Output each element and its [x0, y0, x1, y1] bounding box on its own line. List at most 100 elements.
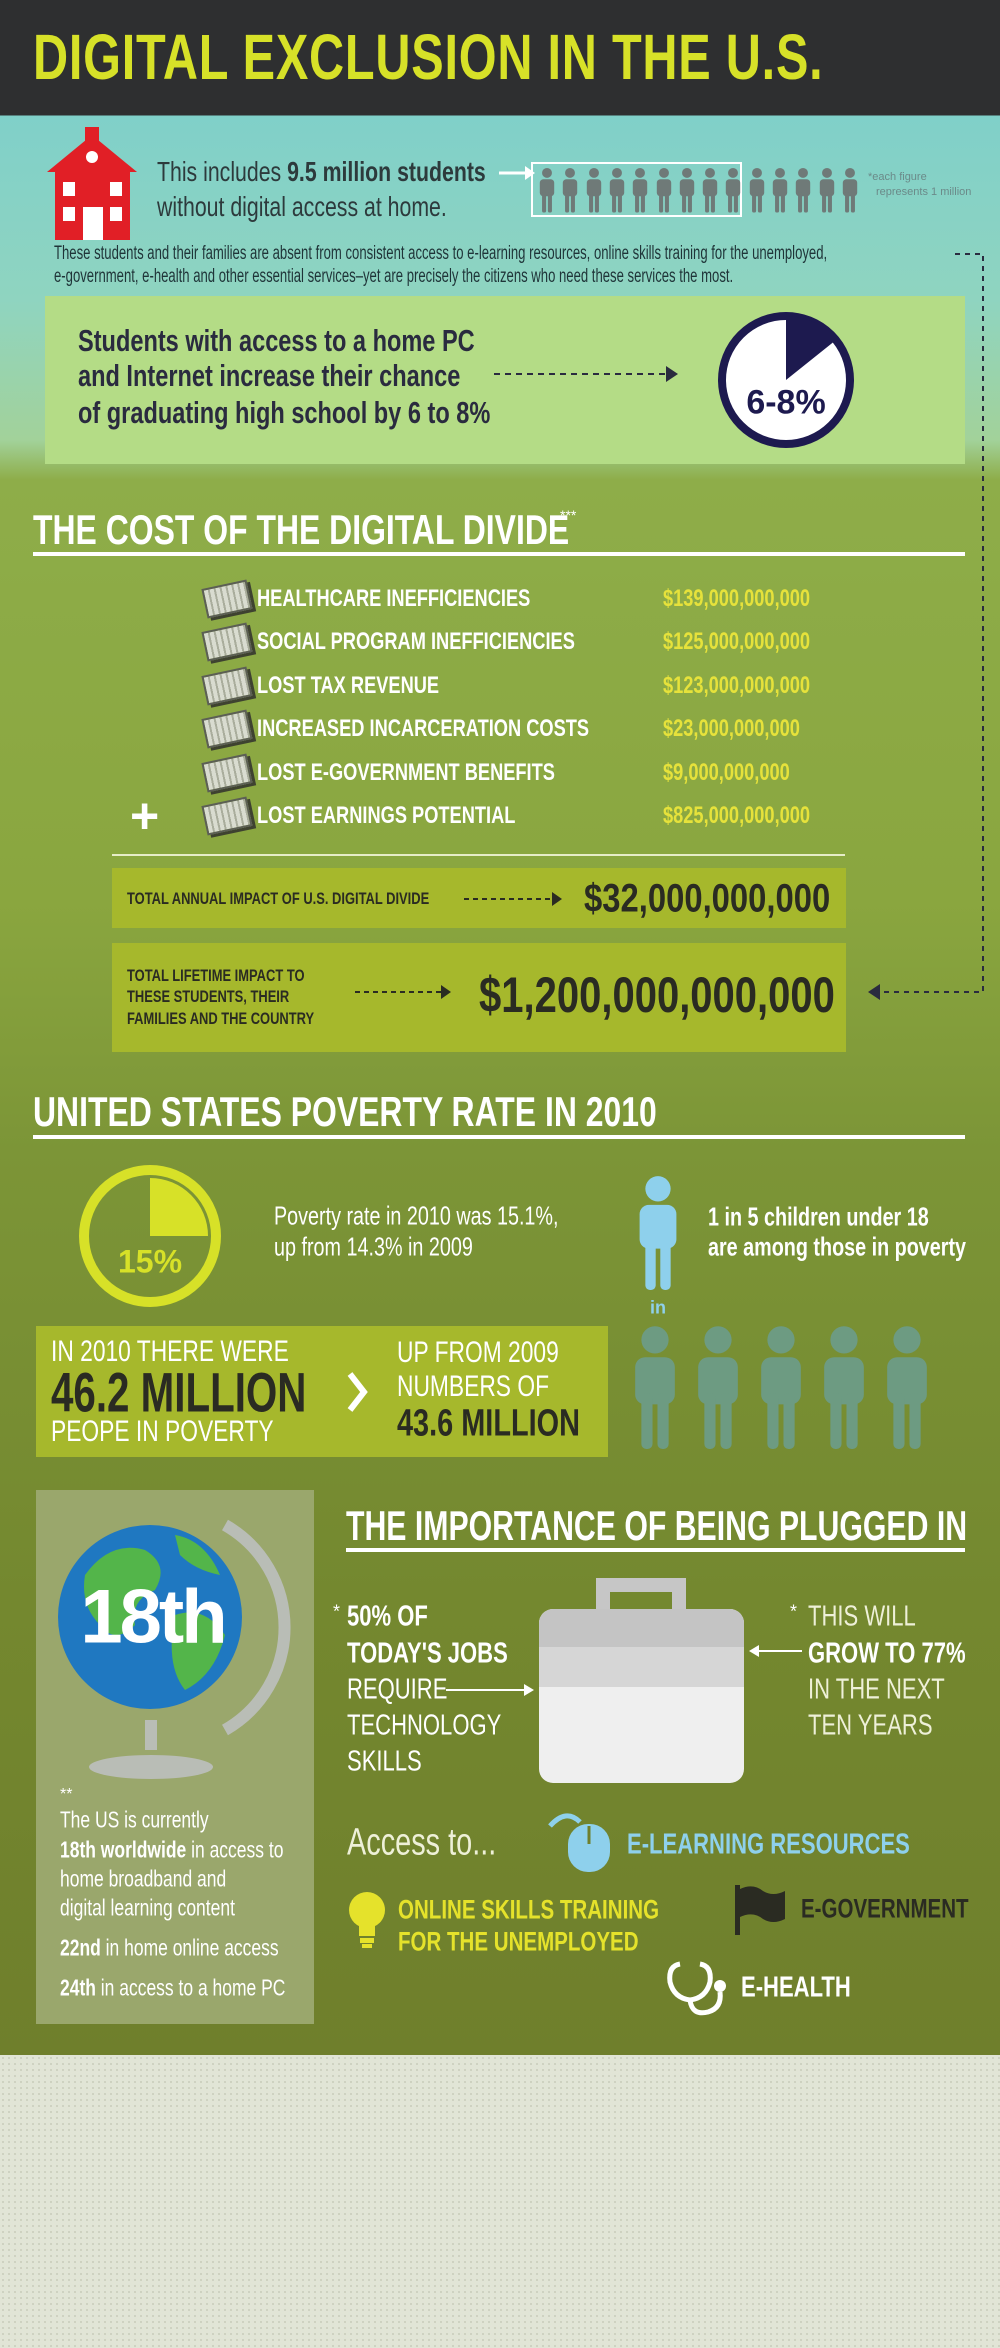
description: e-government, e-health and other essenti…	[54, 266, 734, 287]
cost-label: LOST E-GOVERNMENT BENEFITS	[257, 758, 555, 786]
arrow	[446, 1684, 534, 1696]
cost-label: INCREASED INCARCERATION COSTS	[257, 715, 590, 743]
rate-line: Poverty rate in 2010 was 15.1%,	[274, 1200, 559, 1231]
mouse-icon	[548, 1813, 610, 1872]
marker: *	[333, 1601, 341, 1622]
cost-label: SOCIAL PROGRAM INEFFICIENCIES	[257, 628, 575, 656]
dashed-arrow	[355, 985, 451, 999]
lifetime-label: TOTAL LIFETIME IMPACT TO	[127, 966, 305, 985]
ranking-line: 18th worldwide in access to	[60, 1836, 284, 1863]
bulb-icon	[349, 1892, 385, 1948]
person-icon	[702, 167, 718, 213]
briefcase-icon	[539, 1578, 744, 1783]
arrow	[749, 1645, 802, 1657]
graduation-line: Students with access to a home PC	[78, 323, 475, 358]
jobs-line: REQUIRE	[347, 1673, 448, 1706]
dashed-arrow	[494, 366, 678, 382]
rate-line: up from 14.3% in 2009	[274, 1231, 473, 1262]
person-icon	[609, 167, 625, 213]
arrow	[499, 166, 535, 180]
access-title: Access to...	[347, 1821, 497, 1864]
figure-note: represents 1 million	[876, 186, 972, 198]
cost-value: $825,000,000,000	[663, 802, 811, 829]
money-icon	[201, 666, 253, 706]
cost-label: LOST EARNINGS POTENTIAL	[257, 802, 516, 829]
lifetime-label: THESE STUDENTS, THEIR	[127, 987, 290, 1006]
money-icon	[201, 579, 253, 619]
underline	[33, 552, 965, 556]
access-item: FOR THE UNEMPLOYED	[398, 1926, 639, 1957]
background-pattern	[0, 2055, 1000, 2348]
growth-line: IN THE NEXT	[808, 1673, 945, 1706]
cost-value: $125,000,000,000	[663, 628, 811, 656]
students-line: without digital access at home.	[157, 191, 447, 222]
access-item: ONLINE SKILLS TRAINING	[398, 1894, 660, 1925]
badge-label: 6-8%	[746, 383, 826, 422]
growth-line: TEN YEARS	[808, 1709, 933, 1742]
ranking-line: digital learning content	[60, 1894, 235, 1921]
underline	[33, 1135, 965, 1139]
jobs-line: SKILLS	[347, 1745, 422, 1778]
growth-line: GROW TO 77%	[808, 1637, 966, 1670]
graduation-line: of graduating high school by 6 to 8%	[78, 395, 491, 430]
previous-line: 43.6 MILLION	[397, 1402, 580, 1445]
person-icon	[749, 167, 764, 213]
title: DIGITAL EXCLUSION IN THE U.S.	[33, 21, 824, 93]
section-title: UNITED STATES POVERTY RATE IN 2010	[33, 1088, 657, 1135]
money-icon	[201, 796, 253, 836]
marker: ***	[560, 507, 577, 523]
growth-line: THIS WILL	[808, 1600, 916, 1633]
cost-value: $123,000,000,000	[663, 671, 811, 699]
school-icon	[47, 127, 137, 240]
person-icon	[539, 167, 555, 213]
money-icon	[201, 622, 253, 662]
annual-value: $32,000,000,000	[584, 876, 831, 921]
cost-label: HEALTHCARE INEFFICIENCIES	[257, 585, 531, 612]
money-icon	[201, 709, 253, 749]
flag-icon	[735, 1885, 785, 1935]
person-icon	[656, 167, 671, 213]
marker: **	[60, 1786, 73, 1803]
person-icon	[772, 167, 788, 213]
current-line: 46.2 MILLION	[51, 1360, 307, 1424]
previous-line: UP FROM 2009	[397, 1336, 559, 1369]
access-item: E-LEARNING RESOURCES	[627, 1828, 910, 1861]
person-icon	[796, 167, 811, 213]
connector	[868, 253, 984, 1000]
previous-line: NUMBERS OF	[397, 1370, 550, 1403]
students-line: This includes 9.5 million students	[157, 156, 486, 187]
ranking-line: home broadband and	[60, 1865, 227, 1892]
ranking-line: 22nd in home online access	[60, 1934, 279, 1961]
ranking-line: 24th in access to a home PC	[60, 1974, 286, 2001]
person-icon	[563, 167, 578, 213]
person-icon	[726, 167, 741, 213]
person-icon	[698, 1326, 738, 1449]
cost-value: $9,000,000,000	[663, 758, 790, 786]
person-icon	[586, 167, 601, 213]
person-icon	[842, 167, 858, 213]
person-icon	[635, 1326, 675, 1449]
lifetime-label: FAMILIES AND THE COUNTRY	[127, 1009, 315, 1028]
person-icon	[824, 1326, 864, 1449]
cost-value: $23,000,000,000	[663, 715, 800, 743]
marker: *	[790, 1601, 798, 1622]
chevron	[347, 1372, 368, 1412]
person-icon	[819, 167, 834, 213]
ranking-line: The US is currently	[60, 1806, 209, 1833]
money-icon	[201, 753, 253, 793]
child-icon	[639, 1176, 677, 1290]
badge	[718, 312, 854, 448]
access-item: E-HEALTH	[741, 1971, 851, 2004]
figure-note: *each figure	[868, 171, 927, 183]
underline	[346, 1548, 965, 1552]
lifetime-panel	[112, 943, 846, 1052]
figure-box	[531, 162, 742, 217]
poverty-panel	[36, 1326, 608, 1457]
poverty-badge-label: 15%	[117, 1243, 183, 1280]
children-line: are among those in poverty	[708, 1231, 967, 1262]
rule	[112, 854, 845, 856]
dashed-arrow	[464, 892, 562, 906]
access-item: E-GOVERNMENT	[801, 1893, 969, 1924]
in-label: in	[650, 1297, 666, 1318]
